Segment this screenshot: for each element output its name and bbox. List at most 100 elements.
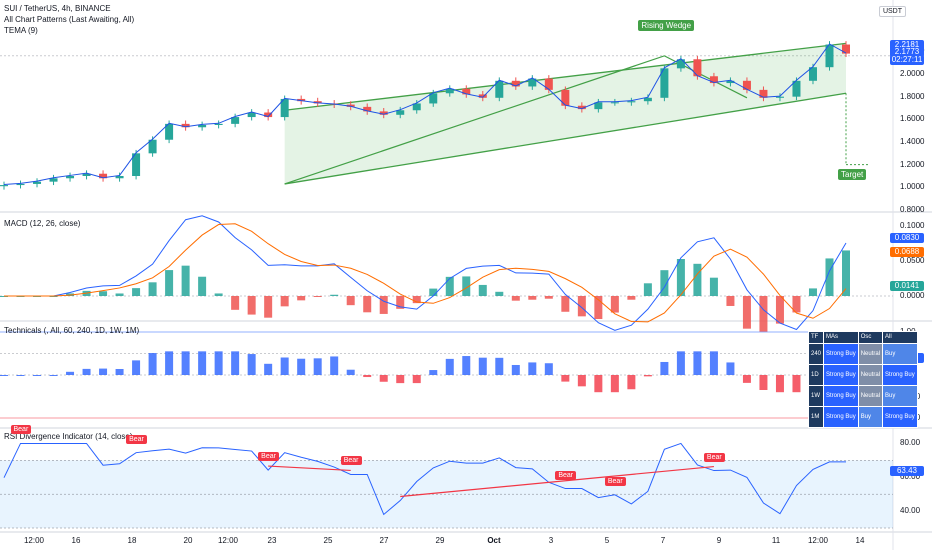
tech-table-header: Osc [857, 331, 884, 344]
candle-body [759, 89, 768, 98]
tech-table-cell: Strong Buy [823, 385, 859, 407]
price-axis-label: 1.8000 [900, 91, 925, 101]
x-axis-tick: 18 [127, 536, 137, 545]
tech-bar [379, 375, 388, 382]
candle-body [214, 123, 223, 125]
tech-bar [346, 369, 355, 375]
macd-histogram-bar [330, 294, 339, 296]
macd-histogram-bar [792, 296, 801, 313]
candle-body [148, 139, 157, 154]
macd-tag: 0.0830 [890, 232, 924, 243]
candle-body [99, 173, 108, 179]
rsi-axis-label: 60.00 [900, 472, 921, 482]
x-axis-tick: 7 [660, 536, 666, 545]
macd-histogram-bar [676, 258, 685, 296]
macd-histogram-bar [412, 296, 421, 304]
x-axis-tick: 23 [267, 536, 277, 545]
macd-histogram-bar [808, 288, 817, 296]
candle-body [198, 125, 207, 128]
macd-axis-label: 0.0000 [900, 291, 925, 300]
macd-histogram-bar [825, 258, 834, 296]
candle-body [726, 80, 735, 84]
x-axis-tick: 25 [323, 536, 333, 545]
tech-table-cell: 1M [807, 406, 825, 428]
candle-body [363, 106, 372, 112]
tech-bar [313, 358, 322, 375]
tech-bar [528, 362, 537, 375]
bear-label: Bear [555, 470, 577, 480]
pattern-indicator-title: All Chart Patterns (Last Awaiting, All) [4, 15, 135, 24]
bear-label: Bear [126, 434, 147, 444]
tech-bar [231, 351, 240, 375]
macd-histogram-bar [561, 296, 570, 312]
tech-bar [165, 351, 174, 375]
candle-body [594, 102, 603, 110]
tech-table-cell: Buy [882, 385, 918, 407]
macd-histogram-bar [643, 283, 652, 296]
tech-bar [99, 368, 108, 375]
candle-body [379, 111, 388, 115]
macd-histogram-bar [132, 288, 141, 296]
macd-histogram-bar [99, 291, 108, 296]
macd-histogram-bar [759, 296, 768, 332]
tech-table-cell: 240 [807, 343, 825, 365]
tech-table-cell: Buy [882, 343, 918, 365]
candle-body [280, 98, 289, 118]
candle-body [445, 88, 454, 94]
tech-table-cell: 1W [807, 385, 825, 407]
candle-body [792, 80, 801, 97]
macd-histogram-bar [214, 293, 223, 296]
tech-bar [627, 375, 636, 390]
tech-bar [247, 354, 256, 375]
macd-histogram-bar [231, 296, 240, 310]
candle-body [808, 67, 817, 81]
candle-body [561, 89, 570, 106]
candle-body [676, 59, 685, 69]
tech-bar [577, 375, 586, 387]
tech-bar [792, 375, 801, 393]
tech-bar [544, 363, 553, 375]
macd-histogram-bar [115, 293, 124, 296]
technicals-table: TF MAs Osc All 240 Strong Buy Neutral Buy 1D Stro… [807, 331, 918, 428]
tech-bar [478, 357, 487, 375]
candle-body [775, 96, 784, 98]
tech-bar [429, 370, 438, 375]
candle-body [528, 78, 537, 87]
candle-body [264, 112, 273, 118]
x-axis-tick: 12:00 [217, 536, 239, 545]
wedge-lower-line [284, 92, 847, 185]
hist-tag: 0.0141 [890, 281, 924, 292]
candle-body [82, 173, 91, 176]
candle-body [0, 185, 8, 187]
bear-label: Bear [703, 452, 725, 462]
macd-title: MACD (12, 26, close) [4, 219, 81, 228]
last-price-tag: 2.2181 [890, 39, 924, 50]
rsi-axis-label: 80.00 [900, 438, 921, 448]
candle-body [33, 181, 42, 184]
macd-axis-label: 0.1000 [900, 221, 925, 230]
tech-bar [742, 375, 751, 383]
x-axis-tick: Oct [487, 536, 501, 545]
macd-histogram-bar [544, 296, 553, 299]
price-axis-label: 0.8000 [900, 205, 925, 214]
macd-histogram-bar [594, 296, 603, 320]
macd-histogram-bar [577, 296, 586, 317]
candle-body [544, 78, 553, 90]
candle-body [693, 59, 702, 77]
tech-table-cell: Strong Buy [823, 406, 859, 428]
x-axis-tick: 29 [435, 536, 445, 545]
candle-body [825, 44, 834, 68]
price-axis-label: 1.4000 [900, 137, 925, 146]
macd-axis-label: 0.0500 [900, 256, 925, 265]
macd-histogram-bar [429, 288, 438, 296]
macd-histogram-bar [726, 296, 735, 306]
tech-bar [115, 368, 124, 375]
candle-body [247, 112, 256, 118]
tech-bar [181, 351, 190, 375]
candle-body [297, 98, 306, 102]
price-axis-label: 1.0000 [900, 182, 925, 192]
candle-body [346, 104, 355, 107]
currency-button[interactable]: USDT [878, 6, 906, 17]
x-axis-tick: 14 [855, 536, 865, 545]
